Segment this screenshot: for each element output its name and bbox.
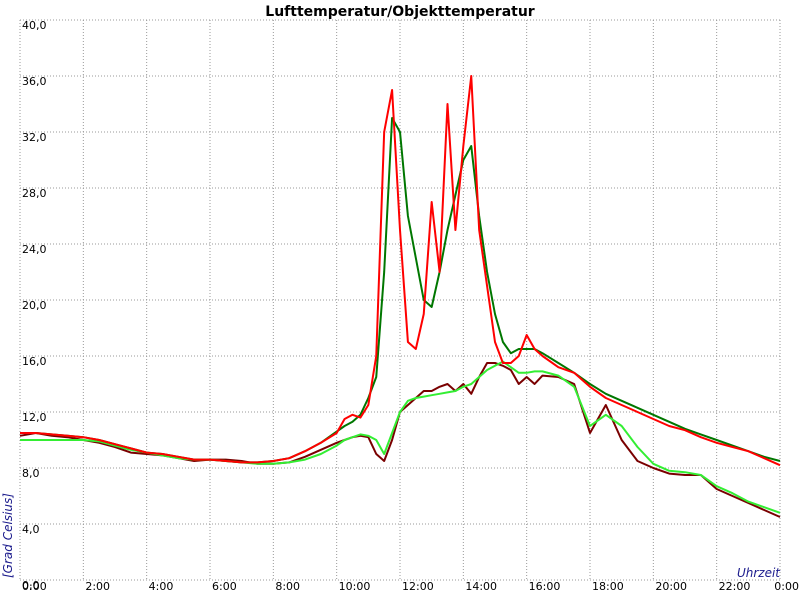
y-tick-label: 32,0 bbox=[22, 131, 47, 144]
y-tick-label: 20,0 bbox=[22, 299, 47, 312]
y-axis-label: [Grad Celsius] bbox=[1, 493, 15, 578]
data-line bbox=[20, 360, 781, 514]
y-tick-label: 0,0 bbox=[22, 579, 40, 592]
x-tick-label: 18:00 bbox=[592, 580, 624, 593]
x-tick-label: 10:00 bbox=[339, 580, 371, 593]
data-line bbox=[20, 75, 781, 467]
x-tick-label: 16:00 bbox=[529, 580, 561, 593]
y-tick-label: 4,0 bbox=[22, 523, 40, 536]
y-tick-label: 24,0 bbox=[22, 243, 47, 256]
x-tick-label: 20:00 bbox=[655, 580, 687, 593]
chart-title: Lufttemperatur/Objekttemperatur bbox=[265, 4, 535, 20]
y-tick-label: 28,0 bbox=[22, 187, 47, 200]
x-tick-label: 2:00 bbox=[85, 580, 110, 593]
x-tick-label: 14:00 bbox=[465, 580, 497, 593]
x-axis-label: Uhrzeit bbox=[737, 566, 781, 580]
y-tick-label: 8,0 bbox=[22, 467, 40, 480]
y-tick-label: 36,0 bbox=[22, 75, 47, 88]
x-tick-label: 8:00 bbox=[275, 580, 300, 593]
y-tick-label: 12,0 bbox=[22, 411, 47, 424]
x-tick-label: 22:00 bbox=[719, 580, 751, 593]
x-tick-label: 6:00 bbox=[212, 580, 237, 593]
x-tick-label: 0:00 bbox=[774, 580, 799, 593]
y-tick-label: 40,0 bbox=[22, 19, 47, 32]
x-tick-label: 0:00 bbox=[22, 580, 47, 593]
x-tick-label: 4:00 bbox=[149, 580, 174, 593]
y-tick-label: 16,0 bbox=[22, 355, 47, 368]
x-tick-label: 12:00 bbox=[402, 580, 434, 593]
